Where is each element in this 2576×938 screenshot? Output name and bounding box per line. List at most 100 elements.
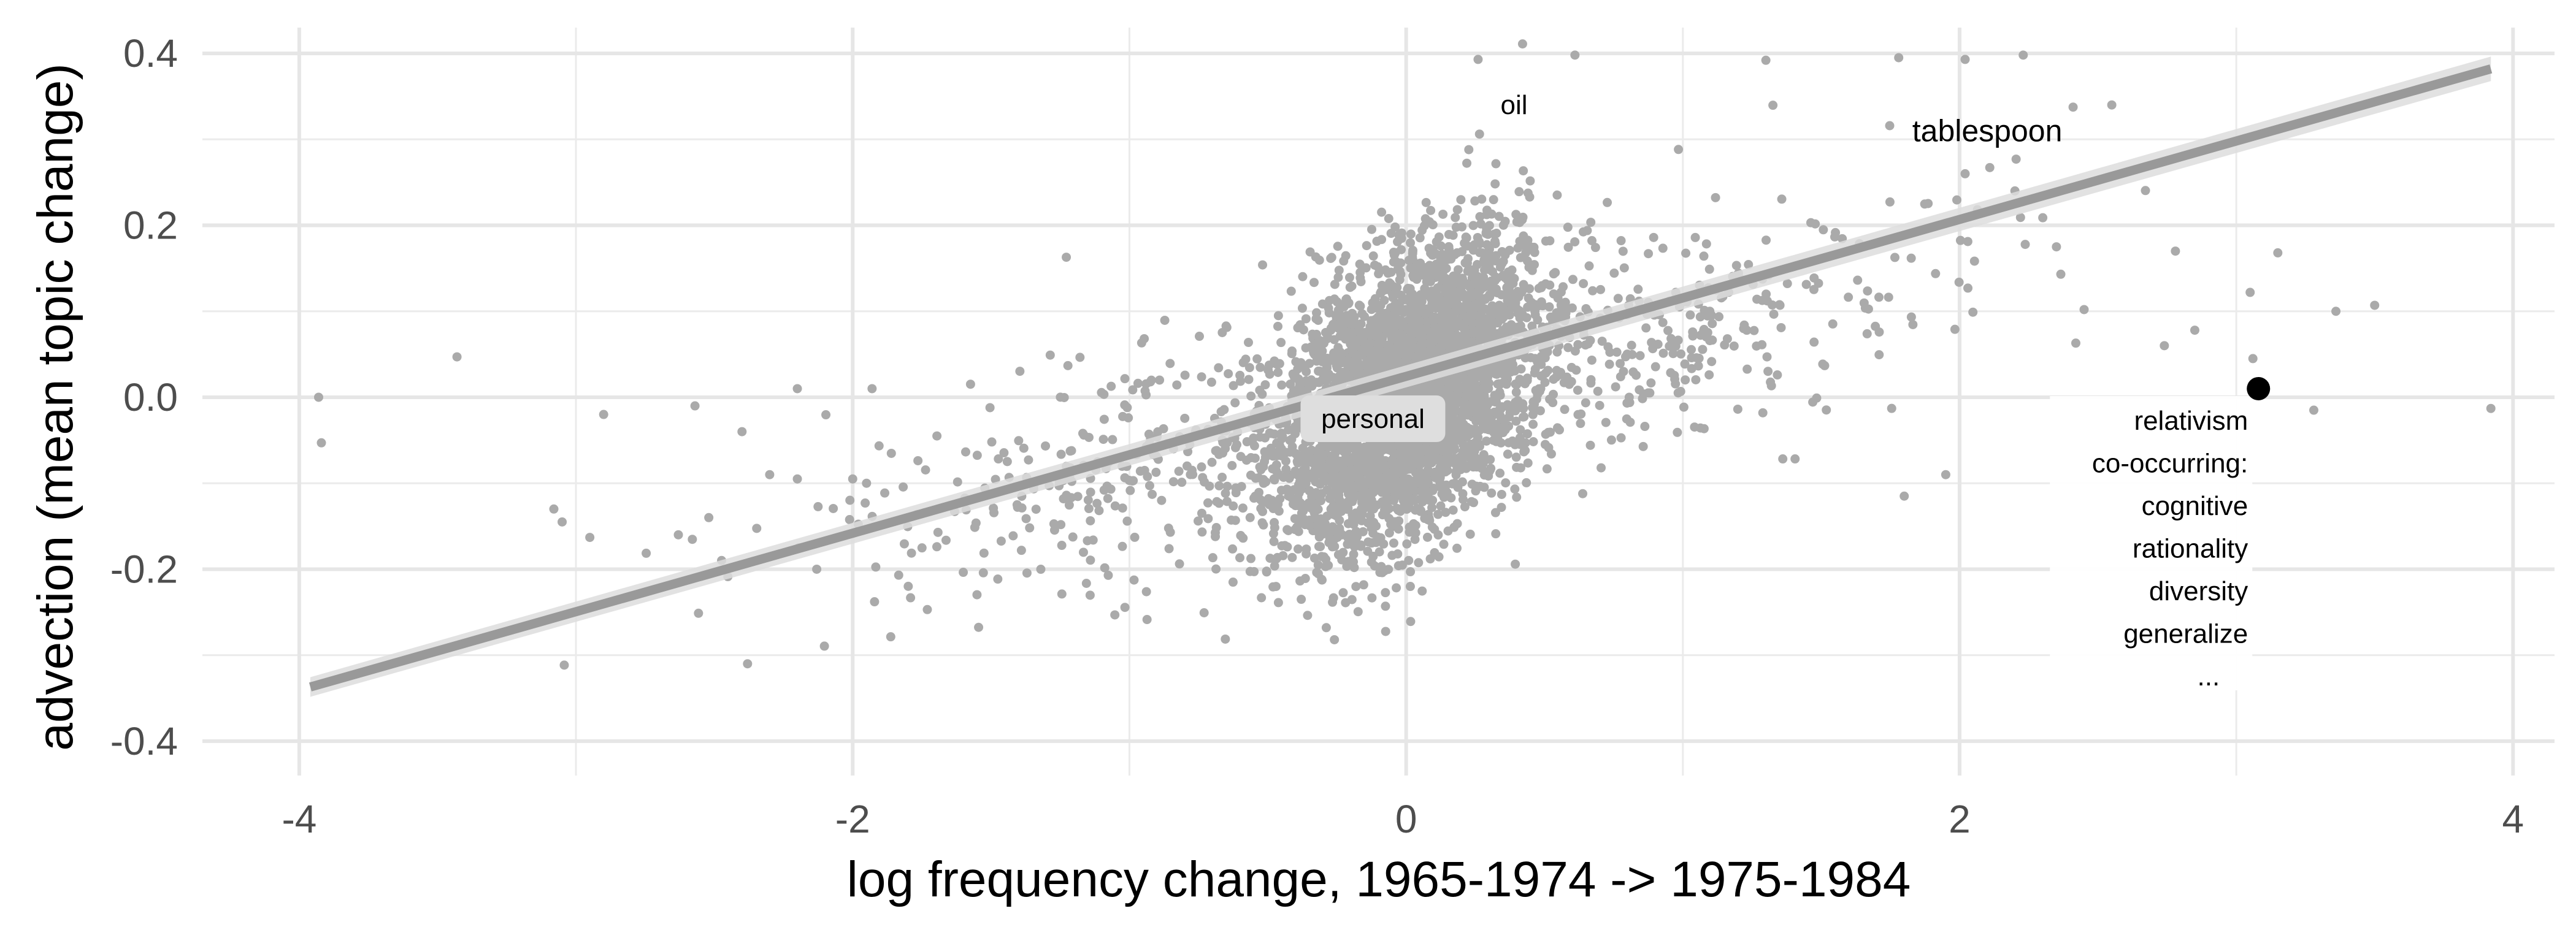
data-point	[1533, 315, 1543, 325]
data-point	[1733, 404, 1742, 414]
data-point	[1581, 340, 1590, 350]
point-label-oil: oil	[1501, 90, 1528, 120]
data-point	[1019, 443, 1029, 453]
data-point	[1625, 418, 1635, 427]
data-point	[1203, 498, 1213, 508]
data-point	[1244, 363, 1254, 373]
data-point	[1106, 381, 1116, 391]
data-point	[1714, 312, 1724, 322]
data-point	[1439, 540, 1449, 549]
data-point	[1544, 443, 1554, 452]
data-point	[1490, 237, 1500, 246]
data-point	[1008, 531, 1018, 541]
data-point	[1447, 314, 1457, 324]
data-point	[1137, 338, 1146, 348]
data-point	[1396, 258, 1406, 268]
data-point	[1601, 418, 1611, 427]
data-point	[1389, 538, 1398, 548]
data-point	[1319, 450, 1328, 460]
data-point	[880, 488, 890, 498]
data-point	[1227, 460, 1237, 470]
data-point	[313, 392, 323, 402]
data-point	[1144, 481, 1154, 490]
data-point	[1315, 336, 1325, 346]
data-point	[2079, 305, 2089, 315]
data-point	[1673, 335, 1683, 345]
data-point	[1342, 505, 1352, 514]
data-point	[1531, 386, 1541, 395]
data-point	[1216, 407, 1226, 417]
data-point	[1273, 311, 1283, 321]
data-point	[2245, 288, 2255, 297]
data-point	[1057, 541, 1067, 551]
data-point	[1699, 251, 1709, 261]
data-point	[1703, 327, 1712, 337]
data-point	[1343, 557, 1353, 566]
data-point	[1334, 265, 1344, 275]
data-point	[1768, 101, 1778, 110]
data-point	[1587, 355, 1597, 365]
data-point	[1511, 210, 1521, 219]
data-point	[1597, 337, 1607, 346]
data-point	[941, 535, 951, 545]
data-point	[2015, 213, 2025, 223]
data-point	[821, 410, 831, 420]
data-point	[1270, 429, 1279, 439]
data-point	[1205, 481, 1214, 491]
data-point	[1294, 527, 1303, 536]
data-point	[1275, 494, 1285, 503]
data-point	[1528, 437, 1538, 447]
data-point	[1536, 297, 1546, 307]
data-point	[1581, 303, 1591, 313]
data-point	[558, 517, 567, 527]
data-point	[1739, 320, 1749, 330]
data-point	[1676, 349, 1686, 359]
data-point	[1604, 359, 1614, 369]
data-point	[1744, 260, 1754, 270]
data-point	[1494, 212, 1504, 221]
data-point	[1180, 413, 1190, 423]
data-point	[1521, 375, 1531, 385]
data-point	[1350, 359, 1360, 369]
highlight-annotation-line: diversity	[2149, 576, 2248, 606]
data-point	[792, 474, 802, 484]
data-point	[1128, 385, 1138, 395]
data-point	[1492, 369, 1501, 379]
data-point	[1309, 278, 1319, 288]
data-point	[871, 562, 881, 572]
data-point	[1371, 521, 1381, 531]
data-point	[1960, 55, 1970, 64]
data-point	[1086, 555, 1095, 565]
data-point	[1752, 294, 1762, 304]
data-point	[1466, 460, 1476, 470]
data-point	[1319, 552, 1329, 562]
data-point	[1588, 286, 1598, 296]
data-point	[1502, 283, 1512, 292]
data-point	[1707, 357, 1717, 367]
data-point	[1436, 241, 1446, 251]
data-point	[993, 574, 1003, 584]
data-point	[1616, 236, 1626, 246]
data-point	[1251, 491, 1260, 501]
data-point	[1217, 472, 1227, 482]
data-point	[1338, 588, 1348, 598]
data-point	[1503, 449, 1512, 459]
data-point	[1473, 55, 1483, 64]
data-point	[1117, 541, 1127, 551]
data-point	[2248, 354, 2258, 364]
data-point	[1212, 446, 1222, 456]
data-point	[1950, 324, 1960, 334]
data-point	[1321, 623, 1331, 633]
data-point	[1581, 398, 1590, 408]
data-point	[1130, 532, 1140, 542]
data-point	[1638, 441, 1648, 451]
data-point	[1801, 280, 1811, 289]
data-point	[1351, 582, 1361, 592]
data-point	[1313, 569, 1323, 579]
data-point	[1549, 269, 1558, 279]
data-point	[1259, 520, 1268, 530]
data-point	[819, 641, 829, 651]
data-point	[1392, 583, 1401, 593]
data-point	[1517, 39, 1527, 49]
